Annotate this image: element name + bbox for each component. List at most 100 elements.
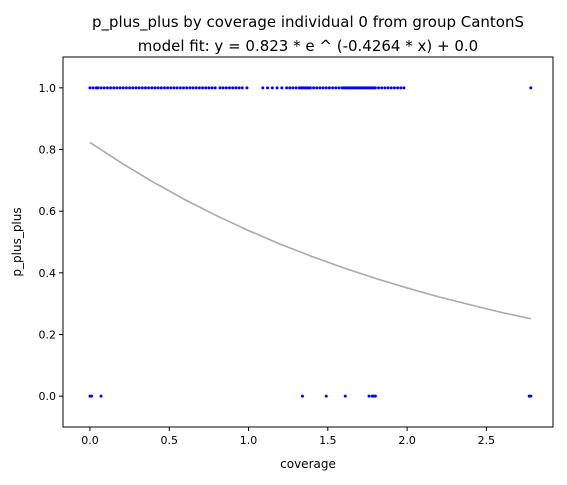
- plot-area: [88, 86, 533, 398]
- data-point: [373, 394, 377, 398]
- data-point: [99, 86, 103, 90]
- data-point: [169, 86, 173, 90]
- y-axis-label: p_plus_plus: [10, 207, 24, 276]
- data-point: [153, 86, 157, 90]
- chart-title: p_plus_plus by coverage individual 0 fro…: [92, 13, 524, 32]
- x-tick-label: 1.0: [240, 434, 258, 447]
- x-axis-label: coverage: [280, 457, 336, 471]
- data-point: [172, 86, 176, 90]
- data-point: [291, 86, 295, 90]
- data-point: [300, 394, 304, 398]
- data-point: [334, 86, 338, 90]
- data-point: [156, 86, 160, 90]
- data-point: [221, 86, 225, 90]
- data-point: [105, 86, 109, 90]
- data-point: [240, 86, 244, 90]
- data-point: [102, 86, 106, 90]
- x-tick-label: 2.5: [478, 434, 496, 447]
- data-point: [90, 394, 94, 398]
- data-point: [228, 86, 231, 90]
- data-point: [308, 86, 312, 90]
- data-point: [327, 86, 331, 90]
- data-point: [109, 86, 113, 90]
- data-point: [131, 86, 135, 90]
- y-axis: 0.0 0.2 0.4 0.6 0.8 1.0: [39, 82, 63, 403]
- data-point: [124, 86, 128, 90]
- data-point: [175, 86, 179, 90]
- data-point: [288, 86, 292, 90]
- data-point: [147, 86, 151, 90]
- model-fit-line: [89, 141, 531, 320]
- data-point: [324, 394, 328, 398]
- data-point: [213, 86, 217, 90]
- data-point: [218, 86, 222, 90]
- y-tick-label: 1.0: [39, 82, 57, 95]
- plot-frame: [62, 56, 554, 428]
- data-point: [294, 86, 298, 90]
- data-point: [162, 86, 166, 90]
- data-point: [245, 86, 249, 90]
- data-point: [285, 86, 289, 90]
- data-point: [194, 86, 198, 90]
- data-point: [231, 86, 235, 90]
- data-point: [112, 86, 116, 90]
- data-point: [234, 86, 238, 90]
- data-point: [150, 86, 154, 90]
- x-axis: 0.0 0.5 1.0 1.5 2.0 2.5: [81, 427, 495, 447]
- y-tick-label: 0.0: [39, 390, 57, 403]
- x-tick-label: 0.5: [160, 434, 178, 447]
- data-point: [224, 86, 228, 90]
- data-point: [318, 86, 322, 90]
- data-point: [99, 394, 103, 398]
- y-tick-label: 0.2: [39, 329, 57, 342]
- data-point: [266, 86, 270, 90]
- chart-subtitle: model fit: y = 0.823 * e ^ (-0.4264 * x)…: [138, 37, 478, 55]
- x-tick-label: 1.5: [319, 434, 337, 447]
- data-point: [367, 394, 371, 398]
- data-point: [201, 86, 205, 90]
- y-tick-label: 0.6: [39, 205, 57, 218]
- data-point: [392, 86, 396, 90]
- data-point: [96, 86, 100, 90]
- x-tick-label: 2.0: [398, 434, 416, 447]
- data-point: [137, 86, 141, 90]
- data-point: [280, 86, 284, 90]
- data-point: [207, 86, 211, 90]
- y-tick-label: 0.8: [39, 144, 57, 157]
- data-point: [529, 86, 533, 90]
- data-point: [88, 86, 92, 90]
- data-point: [143, 86, 147, 90]
- data-point: [115, 86, 119, 90]
- y-tick-label: 0.4: [39, 267, 57, 280]
- data-point: [312, 86, 316, 90]
- data-point: [185, 86, 189, 90]
- data-point: [331, 86, 335, 90]
- data-point: [118, 86, 122, 90]
- data-point: [178, 86, 182, 90]
- data-point: [270, 86, 274, 90]
- data-point: [128, 86, 132, 90]
- data-point: [389, 86, 393, 90]
- data-point: [204, 86, 208, 90]
- data-point: [121, 86, 125, 90]
- data-point: [343, 394, 347, 398]
- data-point: [237, 86, 241, 90]
- data-point: [191, 86, 195, 90]
- data-point: [380, 86, 384, 90]
- data-point: [134, 86, 138, 90]
- data-point: [396, 86, 400, 90]
- data-point: [315, 86, 319, 90]
- data-point: [159, 86, 163, 90]
- data-point: [261, 86, 265, 90]
- data-point: [188, 86, 192, 90]
- data-point: [386, 86, 390, 90]
- data-point: [321, 86, 325, 90]
- data-point: [373, 86, 377, 90]
- data-point: [275, 86, 279, 90]
- data-point: [182, 86, 186, 90]
- data-point: [210, 86, 214, 90]
- data-point: [399, 86, 403, 90]
- data-point: [140, 86, 144, 90]
- data-point: [197, 86, 201, 90]
